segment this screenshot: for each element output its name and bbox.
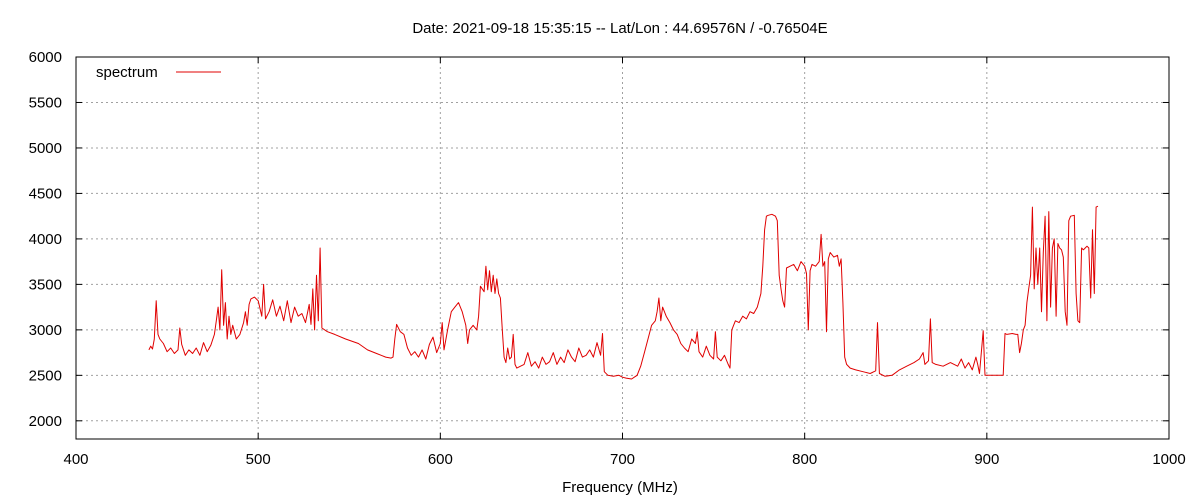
- y-tick-label: 3500: [29, 276, 62, 293]
- x-tick-label: 400: [63, 451, 88, 468]
- y-tick-label: 2000: [29, 413, 62, 430]
- y-tick-label: 4000: [29, 231, 62, 248]
- y-tick-label: 5000: [29, 140, 62, 157]
- x-tick-labels: 400 500 600 700 800 900 1000: [63, 451, 1185, 468]
- legend-label: spectrum: [96, 64, 158, 81]
- y-tick-label: 6000: [29, 49, 62, 66]
- x-tick-label: 500: [246, 451, 271, 468]
- grid-lines: [76, 57, 1169, 439]
- y-tick-label: 5500: [29, 94, 62, 111]
- legend: spectrum: [96, 64, 221, 81]
- x-tick-label: 800: [792, 451, 817, 468]
- y-tick-label: 3000: [29, 322, 62, 339]
- chart-title: Date: 2021-09-18 15:35:15 -- Lat/Lon : 4…: [412, 20, 827, 37]
- y-tick-label: 4500: [29, 185, 62, 202]
- y-tick-labels: 2000 2500 3000 3500 4000 4500 5000 5500 6000: [29, 49, 62, 430]
- x-tick-label: 900: [974, 451, 999, 468]
- series-line-spectrum: [148, 205, 1099, 380]
- plot-frame: [75, 56, 1170, 440]
- x-tick-label: 700: [610, 451, 635, 468]
- y-tick-label: 2500: [29, 367, 62, 384]
- series-layer: [148, 205, 1099, 380]
- x-tick-label: 600: [428, 451, 453, 468]
- x-axis-label: Frequency (MHz): [562, 479, 678, 496]
- x-tick-label: 1000: [1152, 451, 1185, 468]
